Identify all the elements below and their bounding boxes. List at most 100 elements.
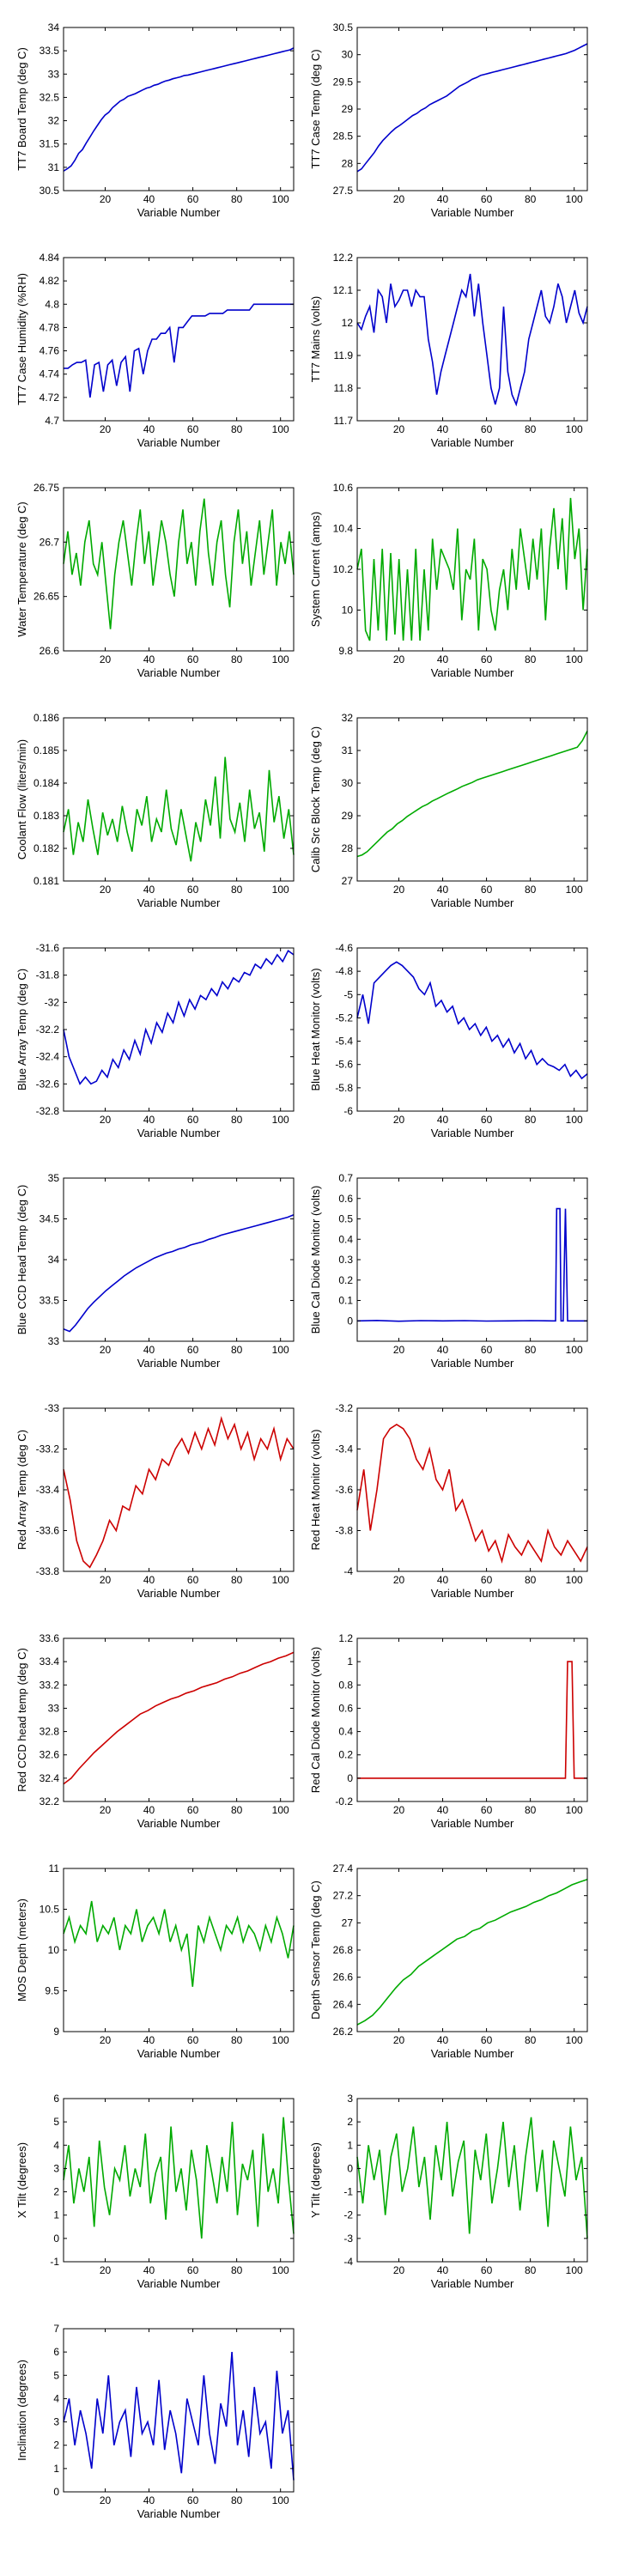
y-tick-label: 0.4 xyxy=(338,1233,353,1245)
y-tick-label: -6 xyxy=(343,1105,353,1117)
x-tick-label: 100 xyxy=(566,1804,583,1816)
x-tick-label: 80 xyxy=(525,653,537,665)
x-tick-label: 20 xyxy=(393,193,405,205)
x-tick-label: 20 xyxy=(100,2034,112,2046)
x-tick-label: 60 xyxy=(187,884,199,896)
y-tick-label: 0.2 xyxy=(338,1274,353,1286)
x-tick-label: 80 xyxy=(231,2034,243,2046)
y-axis-label: MOS Depth (meters) xyxy=(15,1899,28,2002)
x-tick-label: 40 xyxy=(143,193,155,205)
series-line xyxy=(63,2117,295,2239)
y-axis-label: Blue Heat Monitor (volts) xyxy=(309,968,322,1091)
x-tick-label: 20 xyxy=(393,423,405,435)
y-tick-label: 6 xyxy=(53,2093,59,2105)
y-tick-label: -32 xyxy=(45,996,60,1008)
x-tick-label: 20 xyxy=(393,884,405,896)
x-tick-label: 100 xyxy=(272,2494,289,2506)
y-tick-label: -5.4 xyxy=(335,1036,353,1048)
x-tick-label: 40 xyxy=(143,1804,155,1816)
x-axis-label: Variable Number xyxy=(431,666,514,679)
series-line xyxy=(356,1207,587,1322)
y-tick-label: -33.8 xyxy=(36,1565,60,1577)
y-tick-label: -33.6 xyxy=(36,1525,60,1537)
y-tick-label: -33.2 xyxy=(36,1443,60,1455)
x-tick-label: 80 xyxy=(525,1344,537,1356)
series-line xyxy=(64,303,294,398)
y-tick-label: 4.76 xyxy=(39,345,60,357)
x-tick-label: 100 xyxy=(272,1574,289,1586)
x-tick-label: 80 xyxy=(525,423,537,435)
x-tick-label: 80 xyxy=(525,1804,537,1816)
y-tick-label: 26.4 xyxy=(333,1998,354,2010)
chart-11: 20 40 60 80 100 0 0.1 0.2 0.3 0.4 0.5 0.6 0.7 Variabl… xyxy=(309,1172,588,1370)
axes-frame xyxy=(356,27,588,191)
y-tick-label: -33.4 xyxy=(36,1484,60,1496)
x-tick-label: 100 xyxy=(272,884,289,896)
x-tick-label: 60 xyxy=(187,423,199,435)
axes-frame xyxy=(63,947,295,1112)
y-tick-label: -3.2 xyxy=(335,1402,353,1414)
chart-4: 20 40 60 80 100 26.6 26.65 26.7 26.75 Variable Nu… xyxy=(15,482,295,679)
y-tick-label: 33 xyxy=(48,1702,60,1714)
y-tick-label: 26.6 xyxy=(39,645,60,657)
axes-frame xyxy=(356,2098,588,2263)
y-tick-label: 27.4 xyxy=(333,1862,354,1874)
y-tick-label: 35 xyxy=(48,1172,60,1184)
x-tick-label: 100 xyxy=(566,423,583,435)
y-tick-label: -31.8 xyxy=(36,969,60,981)
y-tick-label: 34.5 xyxy=(39,1213,60,1225)
x-axis-label: Variable Number xyxy=(431,436,514,449)
x-tick-label: 80 xyxy=(525,2034,537,2046)
chart-19: 20 40 60 80 100 -4 -3 -2 -1 0 1 2 3 Variable Number Y … xyxy=(309,2093,588,2290)
y-axis-label: Y Tilt (degrees) xyxy=(309,2142,322,2218)
y-tick-label: 4.74 xyxy=(39,368,60,380)
x-tick-label: 80 xyxy=(231,423,243,435)
x-tick-label: 40 xyxy=(437,1804,449,1816)
y-tick-label: 4 xyxy=(53,2139,59,2151)
x-tick-label: 60 xyxy=(187,653,199,665)
y-axis-label: TT7 Mains (volts) xyxy=(309,296,322,382)
chart-5: 20 40 60 80 100 9.8 10 10.2 10.4 10.6 Variable Num… xyxy=(309,482,588,679)
x-axis-label: Variable Number xyxy=(137,2277,221,2290)
y-tick-label: 28 xyxy=(342,842,354,854)
x-tick-label: 60 xyxy=(481,653,493,665)
y-axis-label: Blue Array Temp (deg C) xyxy=(15,969,28,1091)
y-tick-label: 0.186 xyxy=(33,712,59,724)
axes-frame xyxy=(356,947,588,1112)
series-line xyxy=(63,949,295,1085)
y-tick-label: 3 xyxy=(53,2416,59,2428)
x-tick-label: 100 xyxy=(272,653,289,665)
y-tick-label: -4.8 xyxy=(335,965,353,977)
y-tick-label: 9 xyxy=(53,2026,59,2038)
y-tick-label: 0.6 xyxy=(338,1702,353,1714)
y-tick-label: 1 xyxy=(347,1656,353,1668)
y-tick-label: 28 xyxy=(342,157,354,169)
chart-18: 20 40 60 80 100 -1 0 1 2 3 4 5 6 Variable Number X Til… xyxy=(15,2093,295,2290)
series-line xyxy=(356,730,588,858)
y-axis-label: Depth Sensor Temp (deg C) xyxy=(309,1880,322,2020)
x-tick-label: 80 xyxy=(231,2494,243,2506)
x-tick-label: 80 xyxy=(525,2264,537,2276)
y-tick-label: 0.182 xyxy=(33,842,59,854)
y-tick-label: 10 xyxy=(48,1944,60,1956)
chart-2: 20 40 60 80 100 4.7 4.72 4.74 4.76 4.78 4.8 4.82 4.8… xyxy=(15,252,295,449)
y-tick-label: 4.8 xyxy=(45,298,59,310)
y-tick-label: 33.5 xyxy=(39,1295,60,1307)
axes-frame xyxy=(356,1177,588,1342)
x-tick-label: 40 xyxy=(437,193,449,205)
chart-6: 20 40 60 80 100 0.181 0.182 0.183 0.184 0.185 0.18… xyxy=(15,712,295,909)
y-tick-label: 0 xyxy=(347,1315,353,1327)
series-line xyxy=(356,1424,588,1564)
y-axis-label: Red Cal Diode Monitor (volts) xyxy=(309,1647,322,1794)
x-tick-label: 60 xyxy=(187,1344,199,1356)
axes-frame xyxy=(356,717,588,882)
axes-frame xyxy=(63,2328,295,2493)
y-tick-label: 0.183 xyxy=(33,810,59,822)
x-tick-label: 100 xyxy=(566,2034,583,2046)
x-axis-label: Variable Number xyxy=(431,1587,514,1600)
x-tick-label: 60 xyxy=(481,1114,493,1126)
y-tick-label: 33 xyxy=(48,1335,60,1347)
y-tick-label: 30.5 xyxy=(39,185,60,197)
x-tick-label: 80 xyxy=(231,193,243,205)
x-tick-label: 100 xyxy=(566,884,583,896)
